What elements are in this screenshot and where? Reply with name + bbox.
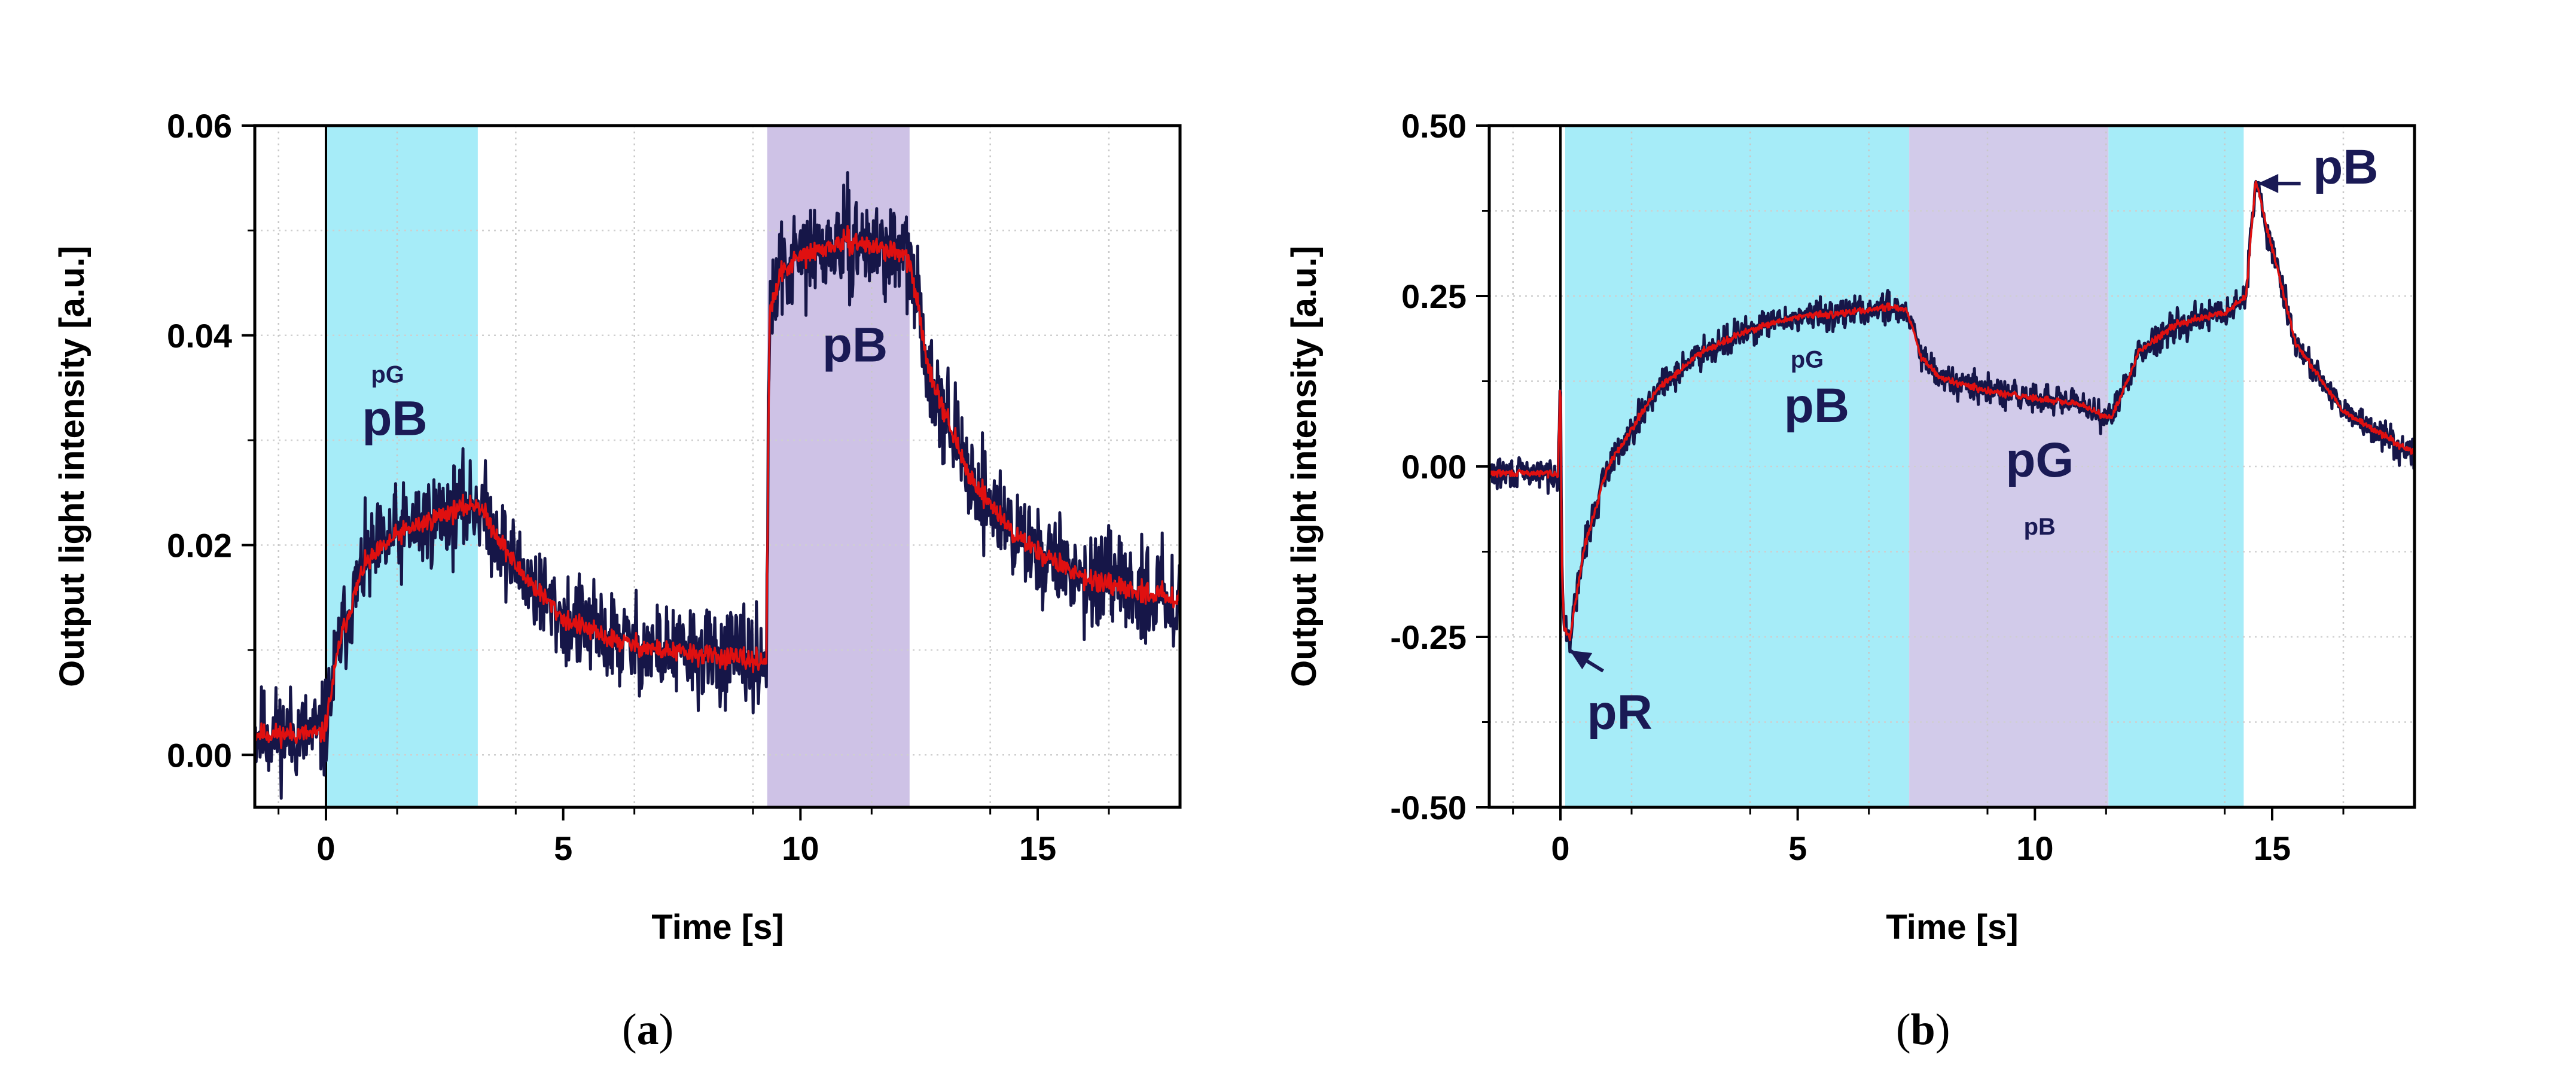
- panel-b-y-tick-label: -0.25: [1390, 618, 1467, 656]
- panel-a-y-tick-label: 0.06: [167, 107, 232, 145]
- panel-b-chart: 0 5 10 15 -0.50 -0.25 0.00 0.25 0.50 pG pB pG pB pR p…: [1285, 107, 2416, 1054]
- panel-a-y-axis-label: Output light intensity [a.u.]: [53, 246, 92, 687]
- panel-b-annotation: pB: [1784, 379, 1849, 433]
- panel-b-shaded-region: [2108, 126, 2244, 807]
- panel-b-x-axis-label: Time [s]: [1886, 908, 2018, 947]
- panel-a-annotation: pG: [371, 362, 404, 388]
- panel-a-y-tick-label: 0.02: [167, 527, 232, 565]
- panel-a-x-tick-label: 5: [554, 829, 572, 867]
- panel-a-x-tick-label: 10: [782, 829, 819, 867]
- panel-a-chart: 0 5 10 15 0.00 0.02 0.04 0.06 pG pB pB Time [s] O…: [53, 107, 1182, 1054]
- panel-a-annotation: pB: [822, 318, 888, 373]
- panel-b-y-tick-label: 0.00: [1401, 448, 1467, 486]
- panel-b-shaded-region: [1909, 126, 2109, 807]
- panel-a-x-tick-label: 15: [1019, 829, 1056, 867]
- panel-a-plot-frame: [253, 124, 1182, 809]
- panel-b-x-tick-label: 0: [1551, 829, 1569, 867]
- panel-b-annotation: pG: [1791, 347, 1824, 373]
- panel-b-annotation: pG: [2005, 433, 2074, 487]
- panel-a-x-axis-label: Time [s]: [651, 908, 784, 947]
- panel-b-caption: (b): [1896, 1005, 1950, 1054]
- panel-b-arrow-head: [2258, 173, 2279, 193]
- panel-a-series-smoothed: [255, 225, 1180, 749]
- panel-b-y-tick-label: -0.50: [1390, 789, 1467, 826]
- panel-a-y-tick-label: 0.00: [167, 736, 232, 774]
- panel-b-annotation: pB: [2313, 140, 2378, 194]
- panel-b-series-smoothed: [1489, 180, 2415, 642]
- panel-b-x-tick-label: 15: [2254, 829, 2291, 867]
- panel-b-x-tick-label: 10: [2016, 829, 2053, 867]
- panel-b-y-axis-label: Output light intensity [a.u.]: [1285, 246, 1324, 687]
- panel-a-annotation: pB: [362, 391, 427, 446]
- panel-a-x-tick-label: 0: [316, 829, 335, 867]
- panel-a-caption: (a): [622, 1005, 673, 1054]
- panel-b-arrow-head: [1569, 650, 1593, 670]
- panel-b-x-tick-label: 5: [1788, 829, 1807, 867]
- panel-b-y-tick-label: 0.25: [1401, 277, 1467, 315]
- panel-a-y-tick-label: 0.04: [167, 317, 232, 355]
- panel-b-annotation: pR: [1587, 685, 1653, 740]
- panel-b-y-tick-label: 0.50: [1401, 107, 1467, 145]
- panel-b-annotation: pB: [2024, 514, 2056, 540]
